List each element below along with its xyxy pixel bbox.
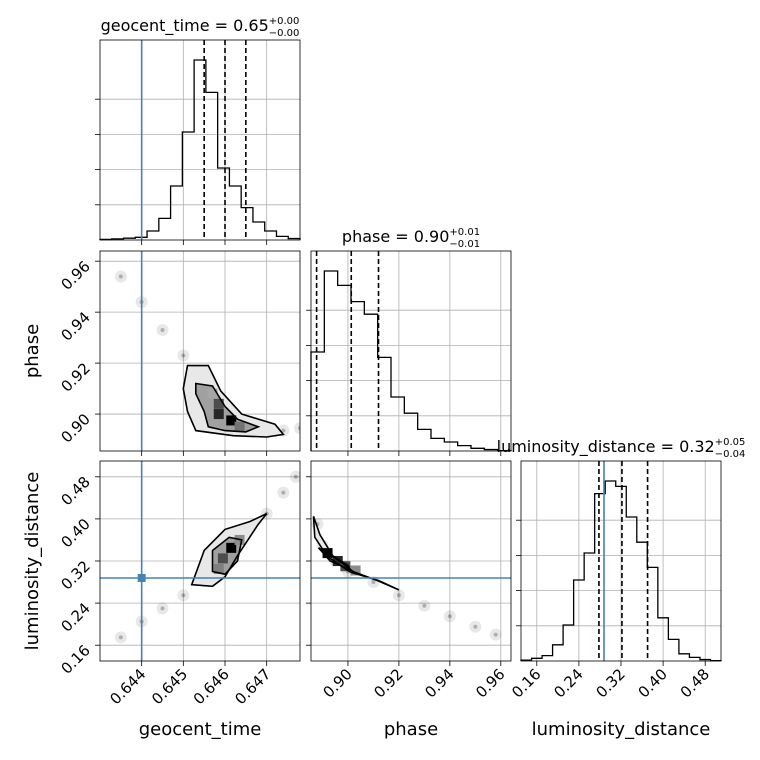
xlabel-luminosity_distance: luminosity_distance — [532, 719, 711, 740]
hist-phase-title: phase = 0.90+0.01 −0.01 — [342, 227, 480, 250]
panel-geocent_time-vs-phase-ytick-label-1: 0.92 — [57, 359, 93, 395]
panel-geocent_time-vs-phase-point-core-7 — [118, 274, 123, 279]
panel-geocent_time-vs-phase-point-core-5 — [160, 327, 165, 332]
panel-geocent_time-vs-luminosity_distance-ytick-label-4: 0.48 — [57, 473, 93, 509]
panel-geocent_time-vs-luminosity_distance-density-cell-0 — [226, 542, 237, 553]
panel-geocent_time-vs-luminosity_distance-xtick-label-1: 0.645 — [148, 665, 191, 708]
panel-geocent_time-vs-phase-point-core-11 — [298, 426, 300, 431]
panel-geocent_time-vs-luminosity_distance-point-core-8 — [281, 490, 286, 495]
panel-phase-vs-luminosity_distance-xtick-label-3: 0.96 — [472, 665, 508, 701]
panel-phase-vs-luminosity_distance-density-cell-3 — [350, 565, 361, 576]
panel-phase-vs-luminosity_distance-xtick-label-2: 0.94 — [421, 665, 457, 701]
panel-geocent_time-vs-phase-contour-outer — [182, 364, 285, 438]
hist-luminosity_distance-title-main: luminosity_distance = 0.32 — [497, 437, 715, 457]
hist-luminosity_distance-title: luminosity_distance = 0.32+0.05 −0.04 — [497, 437, 746, 460]
panel-phase-vs-luminosity_distance-point-8 — [469, 620, 482, 633]
hist-phase-frame — [310, 250, 512, 452]
panel-geocent_time-vs-luminosity_distance-xtick-label-3: 0.647 — [231, 665, 274, 708]
panel-geocent_time-vs-luminosity_distance-point-core-2 — [181, 593, 186, 598]
panel-phase-vs-luminosity_distance-point-core-7 — [447, 614, 452, 619]
panel-geocent_time-vs-luminosity_distance-point-3 — [156, 602, 169, 615]
hist-phase-title-sup: +0.01 — [449, 227, 480, 238]
panel-geocent_time-vs-phase-density-cell-2 — [226, 415, 237, 426]
panel-geocent_time-vs-phase-ytick-label-2: 0.94 — [57, 308, 93, 344]
panel-geocent_time-vs-phase-density-cell-1 — [213, 409, 224, 420]
panel-geocent_time-vs-luminosity_distance-point-core-5 — [118, 635, 123, 640]
panel-phase-vs-luminosity_distance-density-cell-1 — [332, 556, 343, 566]
panel-geocent_time-vs-phase-point-core-4 — [181, 353, 186, 358]
xlabel-phase: phase — [384, 719, 438, 740]
panel-geocent_time-vs-luminosity_distance-contour-outer — [190, 512, 268, 588]
panel-phase-vs-luminosity_distance-point-core-6 — [422, 603, 427, 608]
panel-geocent_time-vs-phase-point-7 — [114, 270, 127, 283]
panel-phase-vs-luminosity_distance-point-9 — [489, 628, 502, 641]
hist-geocent_time-title-main: geocent_time = 0.65 — [101, 16, 269, 36]
panel-geocent_time-vs-phase-ytick-label-3: 0.96 — [57, 257, 93, 293]
hist-luminosity_distance-xtick-label-1: 0.24 — [550, 665, 586, 701]
hist-geocent_time-step — [99, 59, 301, 241]
panel-geocent_time-vs-phase-density-cell-3 — [234, 421, 245, 432]
panel-phase-vs-luminosity_distance-point-6 — [418, 599, 431, 612]
hist-geocent_time-frame — [99, 39, 301, 241]
panel-geocent_time-vs-luminosity_distance-marks — [100, 461, 300, 661]
panel-geocent_time-vs-luminosity_distance-point-2 — [177, 589, 190, 602]
panel-geocent_time-vs-luminosity_distance-ytick-label-2: 0.32 — [57, 557, 93, 593]
panel-geocent_time-vs-luminosity_distance-point-5 — [114, 631, 127, 644]
panel-geocent_time-vs-luminosity_distance-truth-marker — [137, 574, 146, 582]
hist-geocent_time-title: geocent_time = 0.65+0.00 −0.00 — [101, 16, 300, 39]
panel-phase-vs-luminosity_distance-xtick-label-0: 0.90 — [319, 665, 355, 701]
panel-geocent_time-vs-luminosity_distance-ytick-label-1: 0.24 — [57, 599, 93, 635]
hist-geocent_time-title-sup: +0.00 — [269, 16, 300, 27]
panel-phase-vs-luminosity_distance-xtick-label-1: 0.92 — [370, 665, 406, 701]
hist-phase-title-main: phase = 0.90 — [342, 227, 449, 246]
hist-phase-title-sub: −0.01 — [449, 239, 480, 250]
panel-geocent_time-vs-phase-ytick-label-0: 0.90 — [57, 410, 93, 446]
panel-geocent_time-vs-phase-point-11 — [294, 422, 300, 435]
panel-geocent_time-vs-phase-frame — [99, 250, 301, 452]
ylabel-phase: phase — [22, 324, 43, 378]
ylabel-luminosity_distance: luminosity_distance — [22, 472, 43, 651]
panel-phase-vs-luminosity_distance-point-core-9 — [493, 632, 498, 637]
panel-geocent_time-vs-luminosity_distance-point-9 — [289, 470, 300, 483]
panel-geocent_time-vs-luminosity_distance-density-cell-1 — [217, 553, 228, 564]
hist-phase-step — [310, 270, 512, 452]
hist-luminosity_distance-title-sup: +0.05 — [715, 437, 746, 448]
panel-geocent_time-vs-phase-marks — [114, 251, 300, 451]
hist-geocent_time-title-sub: −0.00 — [269, 28, 300, 39]
panel-geocent_time-vs-phase-density-cell-4 — [207, 388, 218, 399]
panel-geocent_time-vs-phase-density-cell-0 — [213, 398, 224, 409]
panel-phase-vs-luminosity_distance-contour-inner — [317, 547, 353, 572]
panel-geocent_time-vs-phase-contour-inner — [195, 382, 261, 433]
panel-geocent_time-vs-luminosity_distance-xtick-label-2: 0.646 — [190, 665, 233, 708]
panel-phase-vs-luminosity_distance-point-core-4 — [371, 580, 376, 585]
panel-geocent_time-vs-luminosity_distance-contour-inner — [211, 536, 243, 576]
hist-luminosity_distance-xtick-label-4: 0.48 — [677, 665, 713, 701]
panel-phase-vs-luminosity_distance-point-7 — [443, 610, 456, 623]
hist-luminosity_distance-xtick-label-0: 0.16 — [508, 665, 544, 701]
panel-geocent_time-vs-phase-point-core-10 — [281, 428, 286, 433]
panel-geocent_time-vs-luminosity_distance-point-core-9 — [293, 474, 298, 479]
panel-phase-vs-luminosity_distance-point-5 — [392, 589, 405, 602]
hist-luminosity_distance-xtick-label-2: 0.32 — [592, 665, 628, 701]
panel-phase-vs-luminosity_distance-point-core-5 — [396, 593, 401, 598]
panel-phase-vs-luminosity_distance-marks — [311, 516, 511, 641]
hist-luminosity_distance-step — [520, 480, 722, 662]
panel-geocent_time-vs-luminosity_distance-density-cell-2 — [213, 563, 224, 574]
panel-phase-vs-luminosity_distance-point-core-8 — [473, 624, 478, 629]
panel-geocent_time-vs-luminosity_distance-xtick-label-0: 0.644 — [106, 665, 149, 708]
hist-luminosity_distance-xtick-label-3: 0.40 — [635, 665, 671, 701]
panel-geocent_time-vs-luminosity_distance-point-core-3 — [160, 606, 165, 611]
panel-geocent_time-vs-phase-point-5 — [156, 323, 169, 336]
panel-geocent_time-vs-luminosity_distance-ytick-label-3: 0.40 — [57, 515, 93, 551]
xlabel-geocent_time: geocent_time — [139, 719, 262, 740]
panel-geocent_time-vs-luminosity_distance-ytick-label-0: 0.16 — [57, 641, 93, 677]
panel-geocent_time-vs-phase-point-4 — [177, 349, 190, 362]
panel-geocent_time-vs-luminosity_distance-point-8 — [277, 486, 290, 499]
hist-luminosity_distance-title-sub: −0.04 — [715, 449, 746, 460]
